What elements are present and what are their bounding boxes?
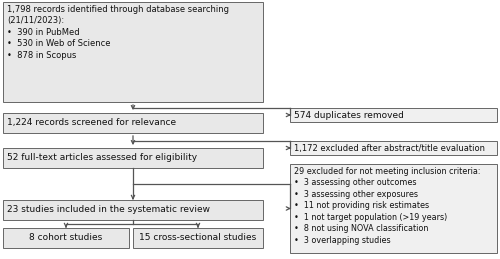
Text: 29 excluded for not meeting inclusion criteria:
•  3 assessing other outcomes
• : 29 excluded for not meeting inclusion cr… <box>294 167 480 245</box>
Bar <box>290 164 497 253</box>
Text: 15 cross-sectional studies: 15 cross-sectional studies <box>140 234 256 242</box>
Text: 52 full-text articles assessed for eligibility: 52 full-text articles assessed for eligi… <box>7 154 197 162</box>
Text: 1,172 excluded after abstract/title evaluation: 1,172 excluded after abstract/title eval… <box>294 143 485 153</box>
Bar <box>290 141 497 155</box>
Bar <box>133 228 263 248</box>
Bar <box>3 228 129 248</box>
Bar <box>3 148 263 168</box>
Text: 23 studies included in the systematic review: 23 studies included in the systematic re… <box>7 205 210 214</box>
Bar <box>3 113 263 133</box>
Text: 8 cohort studies: 8 cohort studies <box>30 234 102 242</box>
Text: 1,798 records identified through database searching
(21/11/2023):
•  390 in PubM: 1,798 records identified through databas… <box>7 5 229 60</box>
Bar <box>290 108 497 122</box>
Text: 1,224 records screened for relevance: 1,224 records screened for relevance <box>7 119 176 127</box>
Bar <box>3 200 263 220</box>
Text: 574 duplicates removed: 574 duplicates removed <box>294 111 404 119</box>
Bar <box>3 2 263 102</box>
